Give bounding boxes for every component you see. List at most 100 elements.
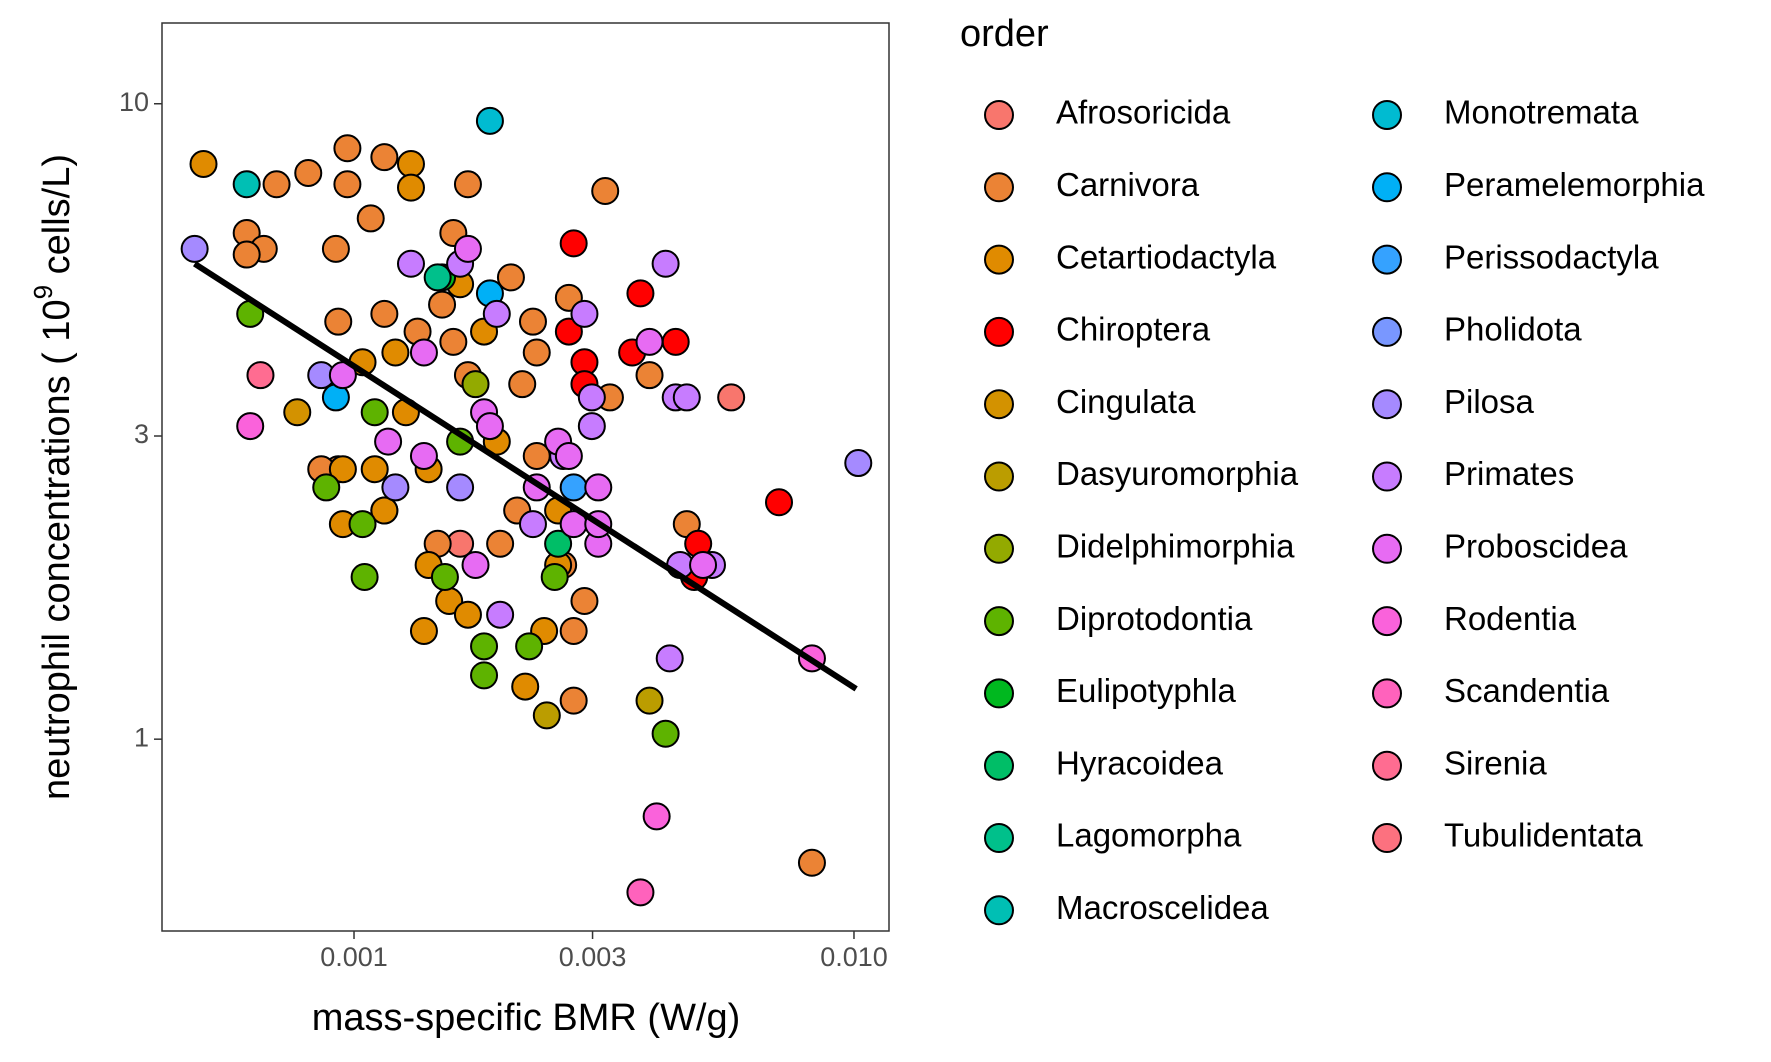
scatter-point — [532, 701, 561, 730]
scatter-point — [570, 586, 599, 615]
legend-key — [1372, 316, 1402, 347]
scatter-point — [381, 473, 410, 502]
y-axis-title-main: neutrophil concentrations ( 10 — [36, 299, 78, 800]
legend-key — [984, 389, 1014, 420]
scatter-point — [577, 383, 606, 412]
legend-key — [984, 316, 1014, 347]
legend-label: Perissodactyla — [1444, 238, 1659, 275]
scatter-point — [689, 550, 718, 579]
legend-key — [1372, 461, 1402, 492]
scatter-point — [232, 240, 261, 269]
scatter-point — [672, 383, 701, 412]
scatter-point — [554, 442, 583, 471]
legend-label: Peramelemorphia — [1444, 166, 1705, 203]
scatter-point — [423, 263, 452, 292]
legend-label: Carnivora — [1056, 166, 1200, 203]
x-tick-label: 0.001 — [320, 942, 388, 972]
legend-label: Pilosa — [1444, 383, 1535, 420]
legend-key — [1372, 823, 1402, 853]
legend-key — [984, 823, 1014, 853]
legend-label: Sirenia — [1444, 744, 1547, 781]
scatter-point — [283, 398, 312, 427]
legend-key — [984, 750, 1014, 781]
legend-label: Cingulata — [1056, 383, 1196, 420]
legend-key — [1372, 533, 1402, 564]
scatter-point — [374, 427, 403, 456]
legend-label: Scandentia — [1444, 672, 1610, 709]
x-tick-label: 0.010 — [820, 942, 888, 972]
legend-key — [984, 678, 1014, 709]
scatter-point — [409, 442, 438, 471]
scatter-point — [577, 412, 606, 441]
y-axis-title-tail: cells/L) — [36, 154, 78, 285]
scatter-point — [559, 616, 588, 645]
legend-key — [984, 533, 1014, 564]
scatter-point — [765, 488, 794, 517]
scatter-point — [409, 338, 438, 367]
scatter-point — [559, 229, 588, 258]
legend-key — [984, 606, 1014, 637]
legend-label: Lagomorpha — [1056, 817, 1242, 854]
scatter-point — [360, 455, 389, 484]
scatter-point — [584, 473, 613, 502]
legend-key — [1372, 244, 1402, 275]
scatter-point — [232, 170, 261, 199]
scatter-point — [470, 632, 499, 661]
legend-label: Didelphimorphia — [1056, 528, 1295, 565]
scatter-point — [321, 234, 350, 263]
scatter-point — [661, 327, 690, 356]
scatter-point — [370, 143, 399, 172]
legend-title: order — [960, 13, 1049, 55]
scatter-point — [333, 170, 362, 199]
scatter-point — [428, 290, 457, 319]
scatter-point — [461, 550, 490, 579]
scatter-point — [333, 134, 362, 163]
legend-label: Macroscelidea — [1056, 889, 1269, 926]
scatter-point — [486, 529, 515, 558]
y-tick-label: 3 — [134, 419, 149, 449]
scatter-point — [360, 398, 389, 427]
scatter-point — [570, 299, 599, 328]
legend-label: Dasyuromorphia — [1056, 455, 1299, 492]
scatter-point — [446, 473, 475, 502]
y-tick-label: 10 — [119, 87, 149, 117]
scatter-point — [540, 562, 569, 591]
scatter-point — [475, 106, 504, 135]
scatter-point — [348, 510, 377, 539]
legend-key — [1372, 750, 1402, 781]
scatter-point — [544, 529, 573, 558]
scatter-point — [508, 370, 537, 399]
scatter-point — [453, 170, 482, 199]
scatter-point — [439, 327, 468, 356]
legend-label: Cetartiodactyla — [1056, 238, 1277, 275]
scatter-point — [635, 327, 664, 356]
scatter-point — [180, 234, 209, 263]
scatter-point — [262, 170, 291, 199]
legend-key — [1372, 172, 1402, 203]
scatter-point — [236, 412, 265, 441]
legend-key — [1372, 606, 1402, 637]
scatter-point — [635, 361, 664, 390]
scatter-point — [396, 173, 425, 202]
legend-key — [984, 100, 1014, 130]
scatter-point — [475, 412, 504, 441]
scatter-point — [522, 338, 551, 367]
scatter-point — [518, 307, 547, 336]
legend-label: Pholidota — [1444, 311, 1582, 348]
scatter-point — [844, 449, 873, 478]
legend-label: Chiroptera — [1056, 311, 1211, 348]
legend-key — [1372, 678, 1402, 709]
legend-label: Hyracoidea — [1056, 744, 1224, 781]
scatter-point — [453, 600, 482, 629]
scatter-point — [350, 562, 379, 591]
x-axis-title: mass-specific BMR (W/g) — [312, 997, 741, 1039]
scatter-point — [430, 562, 459, 591]
legend-label: Monotremata — [1444, 94, 1639, 131]
scatter-point — [328, 455, 357, 484]
scatter-point — [409, 616, 438, 645]
scatter-point — [797, 848, 826, 877]
scatter-point — [518, 510, 547, 539]
scatter-point — [717, 383, 746, 412]
